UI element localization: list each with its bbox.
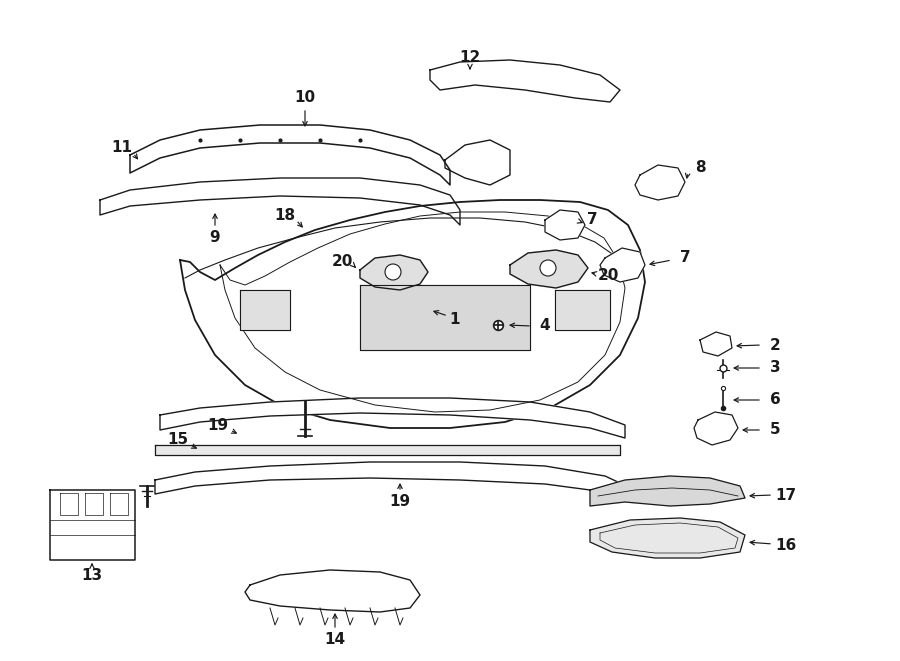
Circle shape xyxy=(385,264,401,280)
Polygon shape xyxy=(85,493,103,515)
Text: 19: 19 xyxy=(390,494,410,510)
Polygon shape xyxy=(694,412,738,445)
Text: 15: 15 xyxy=(167,432,189,447)
Text: 7: 7 xyxy=(680,251,690,266)
Polygon shape xyxy=(360,285,530,350)
Text: 10: 10 xyxy=(294,91,316,106)
Polygon shape xyxy=(155,445,620,455)
Text: 20: 20 xyxy=(598,268,618,282)
Text: 1: 1 xyxy=(450,313,460,327)
Polygon shape xyxy=(600,248,645,282)
Text: 17: 17 xyxy=(776,488,796,502)
Polygon shape xyxy=(590,476,745,506)
Text: 8: 8 xyxy=(695,161,706,176)
Text: 16: 16 xyxy=(776,537,796,553)
Polygon shape xyxy=(545,210,585,240)
Polygon shape xyxy=(360,255,428,290)
Polygon shape xyxy=(130,125,450,185)
Text: 14: 14 xyxy=(324,633,346,648)
Polygon shape xyxy=(635,165,685,200)
Polygon shape xyxy=(110,493,128,515)
Polygon shape xyxy=(510,250,588,288)
Polygon shape xyxy=(590,518,745,558)
Text: 12: 12 xyxy=(459,50,481,65)
Text: 11: 11 xyxy=(112,141,132,155)
Text: 3: 3 xyxy=(770,360,780,375)
Polygon shape xyxy=(155,462,635,502)
Text: 18: 18 xyxy=(274,208,295,223)
Text: 7: 7 xyxy=(587,212,598,227)
Polygon shape xyxy=(240,290,290,330)
Text: 9: 9 xyxy=(210,231,220,245)
Text: 19: 19 xyxy=(207,418,229,432)
Polygon shape xyxy=(60,493,78,515)
Text: 4: 4 xyxy=(540,319,550,334)
Circle shape xyxy=(540,260,556,276)
Text: 5: 5 xyxy=(770,422,780,438)
Polygon shape xyxy=(430,60,620,102)
Polygon shape xyxy=(180,200,645,428)
Polygon shape xyxy=(160,398,625,438)
Polygon shape xyxy=(245,570,420,612)
Polygon shape xyxy=(445,140,510,185)
Text: 2: 2 xyxy=(770,338,780,352)
Polygon shape xyxy=(555,290,610,330)
Text: 20: 20 xyxy=(331,254,353,270)
Polygon shape xyxy=(700,332,732,356)
Polygon shape xyxy=(100,178,460,225)
Polygon shape xyxy=(50,490,135,560)
Text: 13: 13 xyxy=(81,568,103,582)
Text: 6: 6 xyxy=(770,393,780,407)
